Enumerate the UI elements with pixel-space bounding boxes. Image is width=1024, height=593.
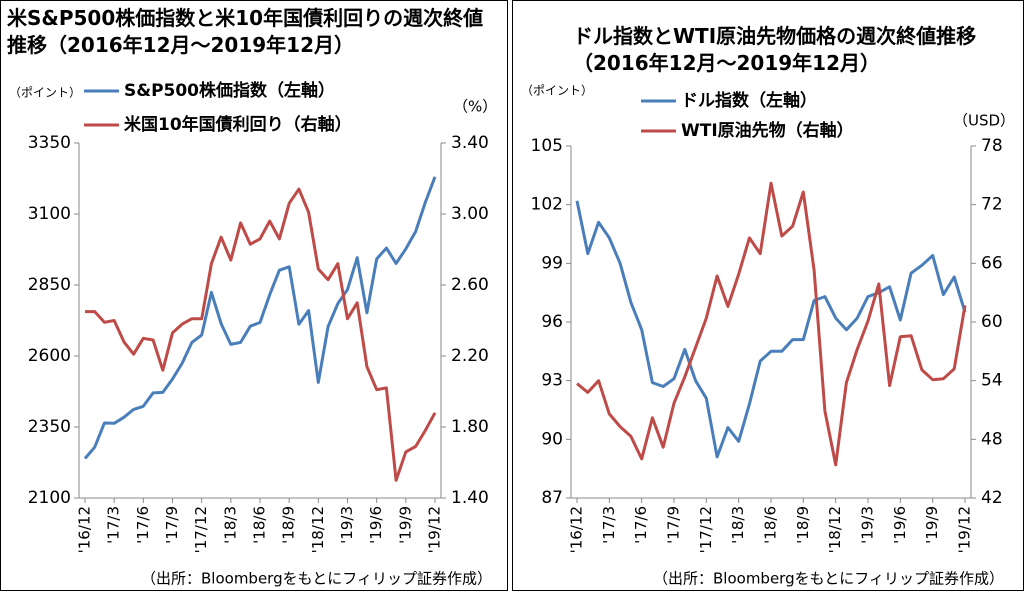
y2-tick-label: 78 <box>981 136 1003 156</box>
x-tick-label: '16/12 <box>76 506 94 553</box>
x-tick-label: '17/12 <box>192 506 210 553</box>
x-tick-label: '19/12 <box>956 506 974 553</box>
y-tick-label: 2100 <box>28 488 71 508</box>
y2-tick-label: 66 <box>981 253 1003 273</box>
series-line <box>83 176 437 460</box>
x-tick-label: '19/9 <box>396 506 414 544</box>
x-tick-label: '18/12 <box>309 506 327 553</box>
y-tick-label: 105 <box>531 136 563 156</box>
y2-tick-label: 48 <box>981 429 1003 449</box>
y2-axis-unit: （%） <box>453 98 497 116</box>
series-line <box>85 187 437 482</box>
x-tick-label: '19/6 <box>891 506 909 544</box>
y-axis-unit: （ポイント） <box>9 86 81 100</box>
chart: 2100 2350 2600 2850 3100 3350 1.40 1.80 2.20 2.60… <box>9 80 497 588</box>
y-tick-label: 2600 <box>28 346 71 366</box>
y2-tick-label: 1.40 <box>451 488 489 508</box>
y2-tick-label: 72 <box>981 195 1003 215</box>
x-tick-label: '17/3 <box>600 506 618 544</box>
x-tick-label: '19/3 <box>338 506 356 544</box>
chart-title: ドル指数とWTI原油先物価格の週次終値推移（2016年12月～2019年12月） <box>573 24 977 75</box>
y2-tick-label: 3.40 <box>451 133 489 153</box>
x-tick-label: '17/12 <box>697 506 715 553</box>
y-tick-label: 3100 <box>28 204 71 224</box>
y-tick-label: 90 <box>541 429 563 449</box>
y2-tick-label: 2.60 <box>451 275 489 295</box>
y2-axis-unit: （USD） <box>953 112 1015 130</box>
x-tick-label: '19/9 <box>923 506 941 544</box>
y2-tick-label: 2.20 <box>451 346 489 366</box>
x-tick-label: '18/3 <box>729 506 747 544</box>
x-tick-label: '18/9 <box>794 506 812 544</box>
x-tick-label: '17/3 <box>105 506 123 544</box>
x-tick-label: '19/12 <box>426 506 444 553</box>
y-tick-label: 3350 <box>28 133 71 153</box>
y-tick-label: 99 <box>541 253 563 273</box>
legend-label: S&P500株価指数（左軸） <box>124 80 335 101</box>
y-axis-unit: （ポイント） <box>521 84 593 98</box>
x-tick-label: '18/3 <box>221 506 239 544</box>
x-tick-label: '17/6 <box>632 506 650 544</box>
x-tick-label: '18/6 <box>762 506 780 544</box>
series-line <box>575 200 967 459</box>
x-tick-label: '17/9 <box>665 506 683 544</box>
y2-tick-label: 1.80 <box>451 417 489 437</box>
y-tick-label: 102 <box>531 195 563 215</box>
y-tick-label: 87 <box>541 488 563 508</box>
x-tick-label: '17/9 <box>163 506 181 544</box>
series-line <box>576 181 967 467</box>
y-tick-label: 2350 <box>28 417 71 437</box>
y-tick-label: 96 <box>541 312 563 332</box>
chart: 87 90 93 96 99 102 105 42 48 54 60 66 72 78 '16/12 '17/… <box>521 84 1015 588</box>
y2-tick-label: 3.00 <box>451 204 489 224</box>
legend-label: ドル指数（左軸） <box>681 90 817 111</box>
source-note: （出所：Bloombergをもとにフィリップ証券作成） <box>141 570 492 588</box>
x-tick-label: '18/6 <box>251 506 269 544</box>
x-tick-label: '16/12 <box>568 506 586 553</box>
x-tick-label: '17/6 <box>134 506 152 544</box>
y2-tick-label: 42 <box>981 488 1003 508</box>
y-tick-label: 93 <box>541 371 563 391</box>
x-tick-label: '19/6 <box>367 506 385 544</box>
x-tick-label: '18/9 <box>280 506 298 544</box>
legend-label: 米国10年国債利回り（右軸） <box>124 114 352 135</box>
chart-title: 米S&P500株価指数と米10年国債利回りの週次終値推移（2016年12月～20… <box>7 6 484 57</box>
y-tick-label: 2850 <box>28 275 71 295</box>
x-tick-label: '18/12 <box>826 506 844 553</box>
source-note: （出所：Bloombergをもとにフィリップ証券作成） <box>653 570 1004 588</box>
legend-label: WTI原油先物（右軸） <box>681 120 854 141</box>
x-tick-label: '19/3 <box>859 506 877 544</box>
y2-tick-label: 54 <box>981 371 1003 391</box>
y2-tick-label: 60 <box>981 312 1003 332</box>
panel: ドル指数とWTI原油先物価格の週次終値推移（2016年12月～2019年12月）… <box>512 0 1024 591</box>
panel: 米S&P500株価指数と米10年国債利回りの週次終値推移（2016年12月～20… <box>0 0 508 591</box>
